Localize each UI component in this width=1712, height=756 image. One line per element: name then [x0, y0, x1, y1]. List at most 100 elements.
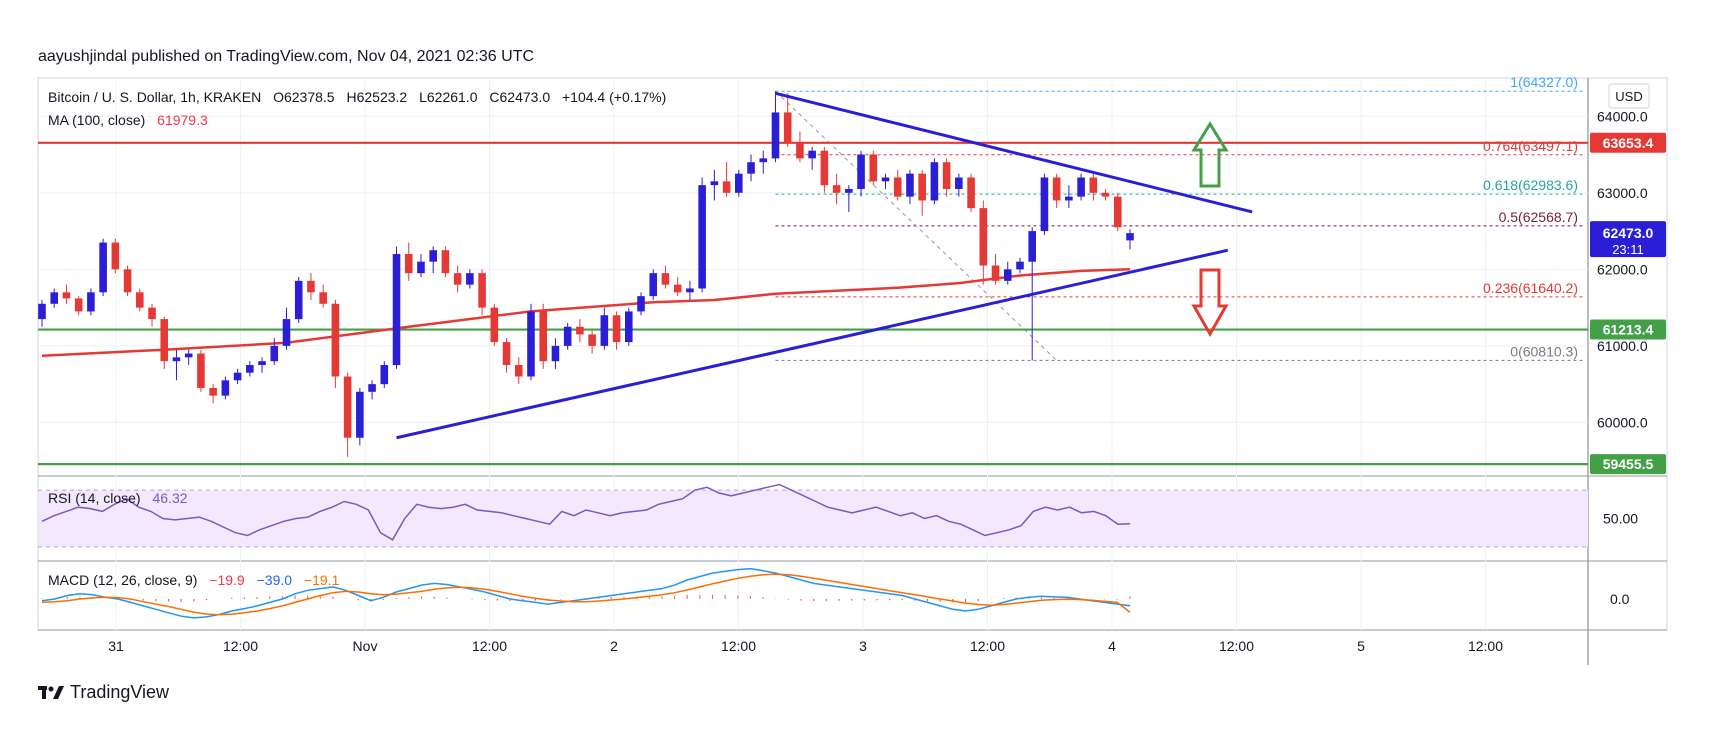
candle-body	[955, 177, 963, 189]
candle-body	[624, 311, 633, 343]
candle-body	[673, 284, 682, 293]
price-tag-label: 59455.5	[1603, 456, 1654, 472]
macd-tick-label: 0.0	[1610, 591, 1630, 607]
candle-body	[258, 361, 266, 366]
candle-body	[759, 158, 768, 163]
candle-body	[319, 292, 327, 304]
candle-body	[722, 181, 731, 193]
candle-body	[453, 273, 462, 285]
candle-body	[331, 303, 340, 377]
candle-body	[563, 326, 572, 346]
candle-body	[1126, 233, 1134, 241]
candle-body	[429, 250, 437, 262]
bearish-arrow-icon	[1191, 268, 1229, 338]
fib-level-label: 0.764(63497.1)	[1483, 138, 1578, 154]
fib-level-label: 0.5(62568.7)	[1499, 209, 1578, 225]
trendline-ascending-support	[396, 248, 1229, 440]
macd-signal-line	[41, 573, 1131, 616]
candle-body	[294, 280, 303, 320]
rsi-label: RSI (14, close)	[48, 490, 141, 506]
candle-body	[172, 357, 181, 362]
candle-body	[50, 292, 59, 304]
change-value: +104.4 (+0.17%)	[562, 89, 667, 105]
candle-body	[270, 345, 279, 362]
candle-body	[356, 391, 364, 438]
time-tick-label: 12:00	[1468, 638, 1503, 654]
candle-body	[123, 269, 132, 293]
rsi-value: 46.32	[152, 490, 188, 506]
tradingview-brand[interactable]: TradingView	[38, 682, 169, 703]
candle-body	[136, 292, 144, 308]
time-tick-label: 4	[1108, 638, 1116, 654]
fib-level-label: 0(60810.3)	[1510, 343, 1578, 359]
candle-body	[478, 273, 486, 308]
time-tick-label: 12:00	[1219, 638, 1254, 654]
candle-body	[551, 345, 560, 362]
candle-body	[1003, 269, 1012, 281]
candle-body	[62, 292, 71, 299]
candle-body	[307, 280, 315, 293]
price-tick-label: 60000.0	[1597, 414, 1648, 430]
rsi-tick-label: 50.00	[1603, 511, 1638, 527]
close-value: C62473.0	[489, 89, 551, 105]
time-tick-label: 5	[1357, 638, 1365, 654]
candle-body	[1052, 177, 1061, 201]
price-tag	[1590, 132, 1666, 153]
candle-body	[1040, 177, 1049, 232]
candle-body	[1028, 231, 1036, 262]
price-tick-label: 64000.0	[1597, 108, 1648, 124]
candle-body	[820, 150, 829, 186]
candle-body	[404, 254, 413, 274]
candle-body	[967, 177, 975, 209]
currency-badge	[1608, 83, 1650, 109]
time-tick-label: 12:00	[721, 638, 756, 654]
ma-label: MA (100, close)	[48, 112, 146, 128]
candle-body	[869, 154, 878, 182]
fib-diagonal	[775, 90, 1057, 361]
candle-body	[881, 177, 890, 182]
candle-body	[710, 181, 719, 186]
candle-body	[735, 173, 743, 193]
macd-signal-value: −19.1	[303, 572, 340, 588]
candle-body	[246, 365, 254, 373]
tradingview-logo-icon	[38, 685, 64, 699]
candle-body	[661, 273, 670, 285]
candle-body	[686, 288, 694, 293]
candle-body	[796, 143, 804, 159]
candle-body	[832, 185, 841, 193]
candle-body	[466, 273, 474, 285]
candle-body	[588, 334, 596, 346]
candle-body	[612, 315, 621, 343]
candle-body	[490, 307, 499, 343]
candle-body	[368, 384, 376, 392]
price-tag	[1590, 319, 1666, 340]
candle-body	[343, 376, 352, 438]
rsi-line	[41, 483, 1131, 541]
candle-body	[527, 311, 535, 377]
candle-body	[942, 162, 951, 189]
candle-body	[392, 254, 401, 366]
price-tag-label: 61213.4	[1603, 322, 1654, 338]
price-tick-label: 63000.0	[1597, 185, 1648, 201]
time-tick-label: 2	[610, 638, 618, 654]
candle-body	[845, 188, 853, 193]
candle-body	[918, 173, 926, 201]
ma-value: 61979.3	[157, 112, 208, 128]
candle-body	[930, 162, 939, 201]
candle-body	[1101, 192, 1110, 197]
candle-body	[979, 208, 988, 266]
candle-body	[1016, 261, 1024, 270]
candle-body	[197, 353, 205, 388]
candle-body	[160, 319, 169, 362]
time-tick-label: 12:00	[970, 638, 1005, 654]
candle-body	[649, 273, 658, 297]
fib-level-label: 0.618(62983.6)	[1483, 177, 1578, 193]
candle-body	[209, 387, 217, 396]
candle-body	[148, 307, 156, 320]
price-tag-label: 62473.0	[1603, 225, 1654, 241]
candle-body	[282, 319, 291, 346]
candle-body	[1065, 196, 1073, 201]
low-value: L62261.0	[419, 89, 478, 105]
candle-body	[441, 250, 450, 274]
